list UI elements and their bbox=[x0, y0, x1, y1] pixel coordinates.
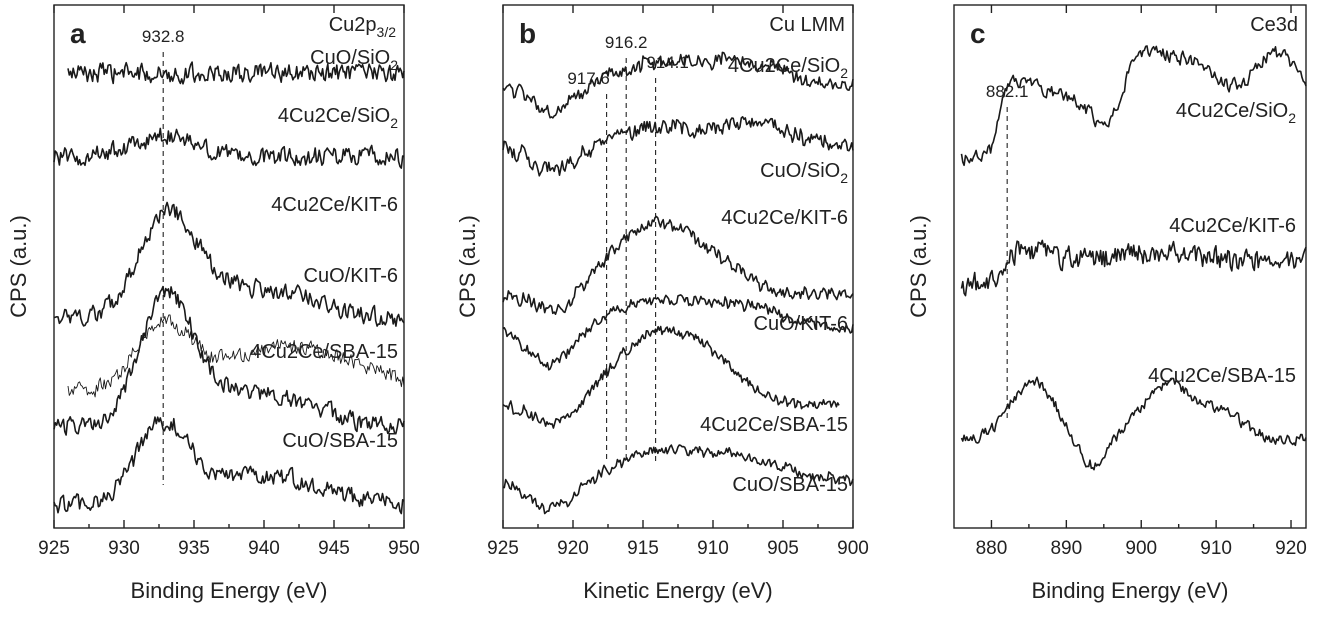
series-label: 4Cu2Ce/SiO2 bbox=[728, 55, 848, 81]
series-label: 4Cu2Ce/SBA-15 bbox=[1148, 365, 1296, 387]
series-trace bbox=[53, 201, 405, 327]
x-tick-label: 900 bbox=[837, 538, 869, 559]
series-label: CuO/KIT-6 bbox=[304, 265, 398, 287]
series-trace bbox=[502, 294, 854, 371]
x-tick-label: 880 bbox=[976, 538, 1008, 559]
panel-c: 880 890 900 910 920 Binding Energy (eV) CPS (a… bbox=[906, 4, 1307, 603]
series-trace bbox=[53, 127, 405, 169]
x-tick-label: 925 bbox=[487, 538, 519, 559]
y-axis-title: CPS (a.u.) bbox=[6, 215, 31, 318]
series-label: CuO/SBA-15 bbox=[282, 430, 398, 452]
x-tick-label: 910 bbox=[1200, 538, 1232, 559]
x-tick-label: 945 bbox=[318, 538, 350, 559]
series-trace bbox=[960, 239, 1307, 297]
series-trace bbox=[67, 61, 405, 85]
series-trace bbox=[53, 416, 405, 515]
series-label: 4Cu2Ce/KIT-6 bbox=[1169, 215, 1296, 237]
y-axis-title: CPS (a.u.) bbox=[906, 215, 931, 318]
x-tick-label: 905 bbox=[767, 538, 799, 559]
x-tick-label: 915 bbox=[627, 538, 659, 559]
panel-title: Ce3d bbox=[1250, 14, 1298, 36]
series-trace bbox=[502, 215, 854, 315]
panel-title: Cu2p3/2 bbox=[329, 14, 396, 40]
reference-label: 932.8 bbox=[142, 27, 185, 46]
series-label: CuO/SiO2 bbox=[310, 47, 398, 73]
series-trace bbox=[67, 314, 405, 398]
series-label: 4Cu2Ce/SiO2 bbox=[1176, 100, 1296, 126]
panel-b: 925 920 915 910 905 900 Kinetic Energy (eV) CPS… bbox=[455, 4, 869, 603]
x-tick-label: 910 bbox=[697, 538, 729, 559]
series-label: 4Cu2Ce/SBA-15 bbox=[700, 414, 848, 436]
x-tick-label: 940 bbox=[248, 538, 280, 559]
series-label: 4Cu2Ce/KIT-6 bbox=[721, 207, 848, 229]
x-tick-label: 925 bbox=[38, 538, 70, 559]
series-label: 4Cu2Ce/SBA-15 bbox=[250, 341, 398, 363]
x-tick-label: 890 bbox=[1050, 538, 1082, 559]
x-tick-label: 920 bbox=[557, 538, 589, 559]
series-label: 4Cu2Ce/SiO2 bbox=[278, 105, 398, 131]
x-axis-title: Binding Energy (eV) bbox=[131, 578, 328, 603]
reference-label: 916.2 bbox=[605, 33, 648, 52]
series-trace bbox=[502, 444, 854, 515]
panel-letter: b bbox=[519, 18, 536, 49]
x-tick-label: 900 bbox=[1125, 538, 1157, 559]
x-tick-label: 950 bbox=[388, 538, 420, 559]
plot-frame bbox=[502, 4, 854, 529]
series-trace bbox=[960, 376, 1307, 471]
series-label: CuO/SBA-15 bbox=[732, 474, 848, 496]
x-axis-title: Kinetic Energy (eV) bbox=[583, 578, 773, 603]
panel-letter: a bbox=[70, 18, 86, 49]
series-label: CuO/SiO2 bbox=[760, 160, 848, 186]
series-label: CuO/KIT-6 bbox=[754, 313, 848, 335]
x-tick-label: 935 bbox=[178, 538, 210, 559]
series-trace bbox=[502, 325, 840, 429]
x-tick-label: 930 bbox=[108, 538, 140, 559]
series-trace bbox=[502, 51, 854, 119]
series-trace bbox=[502, 116, 854, 177]
panel-a: 925 930 935 940 945 950 Binding Energy (eV) CPS… bbox=[6, 4, 420, 603]
plot-frame bbox=[953, 4, 1307, 529]
x-axis-title: Binding Energy (eV) bbox=[1032, 578, 1229, 603]
series-label: 4Cu2Ce/KIT-6 bbox=[271, 194, 398, 216]
panel-title: Cu LMM bbox=[769, 14, 845, 36]
series-trace bbox=[960, 45, 1307, 167]
y-axis-title: CPS (a.u.) bbox=[455, 215, 480, 318]
x-tick-label: 920 bbox=[1275, 538, 1307, 559]
series-trace bbox=[53, 285, 405, 436]
panel-letter: c bbox=[970, 18, 986, 49]
